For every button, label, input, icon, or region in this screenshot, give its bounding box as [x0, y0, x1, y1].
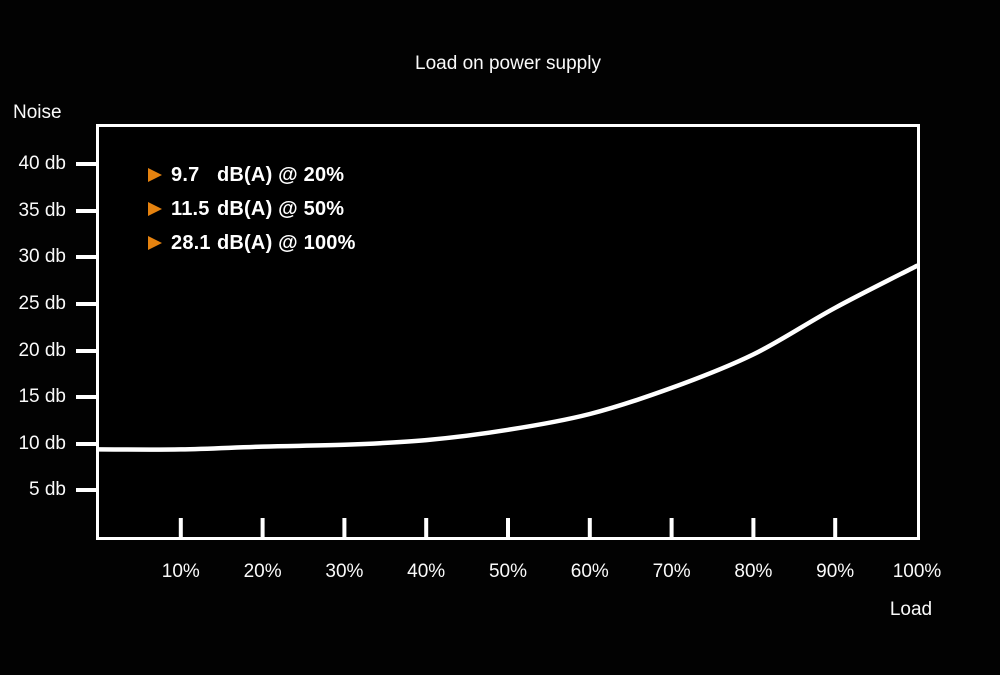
noise-curve	[99, 263, 917, 452]
x-tick-label-90%: 90%	[816, 561, 855, 582]
x-tick-label-60%: 60%	[570, 561, 609, 582]
x-tick-label-30%: 30%	[325, 561, 364, 582]
y-tick-mark-40db	[76, 162, 96, 167]
x-tick-mark-70%	[669, 518, 674, 537]
x-tick-mark-50%	[506, 518, 510, 537]
y-tick-label-10db: 10 db	[18, 432, 66, 454]
plot-canvas	[99, 163, 917, 537]
callout-value: 28.1	[171, 231, 211, 254]
callout-text: dB(A) @ 50%	[217, 197, 345, 220]
y-tick-mark-15db	[76, 395, 96, 400]
callout-value: 11.5	[171, 197, 210, 220]
legend-row-3: 28.1 dB(A) @ 100%	[148, 231, 356, 255]
x-tick-mark-90%	[833, 518, 838, 537]
legend: 9.7 dB(A) @ 20% 11.5 dB(A) @ 50% 28.1 dB(A) @…	[148, 163, 356, 265]
x-tick-mark-30%	[342, 518, 347, 537]
x-tick-label-80%: 80%	[734, 561, 773, 582]
y-tick-label-5db: 5 db	[29, 479, 66, 501]
right-triangle-marker-icon	[148, 168, 162, 182]
chart-title: Load on power supply	[415, 53, 601, 74]
x-tick-label-40%: 40%	[407, 561, 446, 582]
x-tick-label-100%: 100%	[892, 561, 942, 582]
callout-value: 9.7	[171, 163, 200, 186]
x-tick-label-20%: 20%	[243, 561, 282, 582]
y-tick-label-35db: 35 db	[18, 199, 66, 221]
y-tick-mark-30db	[76, 255, 96, 260]
x-tick-mark-60%	[587, 518, 592, 537]
x-axis-title: Load	[889, 599, 933, 620]
y-tick-label-30db: 30 db	[18, 246, 66, 268]
right-triangle-marker-icon	[148, 202, 162, 216]
callout-text: dB(A) @ 20%	[217, 163, 345, 186]
y-tick-mark-35db	[76, 208, 96, 213]
x-tick-mark-80%	[751, 518, 756, 537]
x-tick-mark-10%	[178, 518, 183, 537]
x-tick-label-50%: 50%	[488, 561, 528, 582]
y-tick-label-15db: 15 db	[18, 386, 66, 408]
x-tick-label-70%: 70%	[652, 561, 691, 582]
y-tick-label-25db: 25 db	[18, 293, 66, 315]
y-tick-mark-25db	[76, 302, 96, 307]
plot-area: 9.7 dB(A) @ 20% 11.5 dB(A) @ 50% 28.1 dB(A) @…	[96, 124, 920, 540]
y-tick-mark-5db	[76, 488, 96, 493]
legend-row-2: 11.5 dB(A) @ 50%	[148, 197, 356, 221]
x-tick-mark-20%	[260, 518, 265, 537]
y-tick-label-40db: 40 db	[18, 153, 66, 175]
x-tick-mark-40%	[424, 518, 429, 537]
y-tick-label-20db: 20 db	[18, 339, 66, 361]
right-triangle-marker-icon	[148, 236, 162, 250]
y-tick-mark-10db	[76, 441, 96, 446]
callout-text: dB(A) @ 100%	[217, 231, 356, 254]
y-tick-mark-20db	[76, 348, 96, 353]
legend-row-1: 9.7 dB(A) @ 20%	[148, 163, 356, 187]
x-tick-label-10%: 10%	[161, 561, 200, 582]
y-axis-title: Noise	[13, 102, 62, 123]
